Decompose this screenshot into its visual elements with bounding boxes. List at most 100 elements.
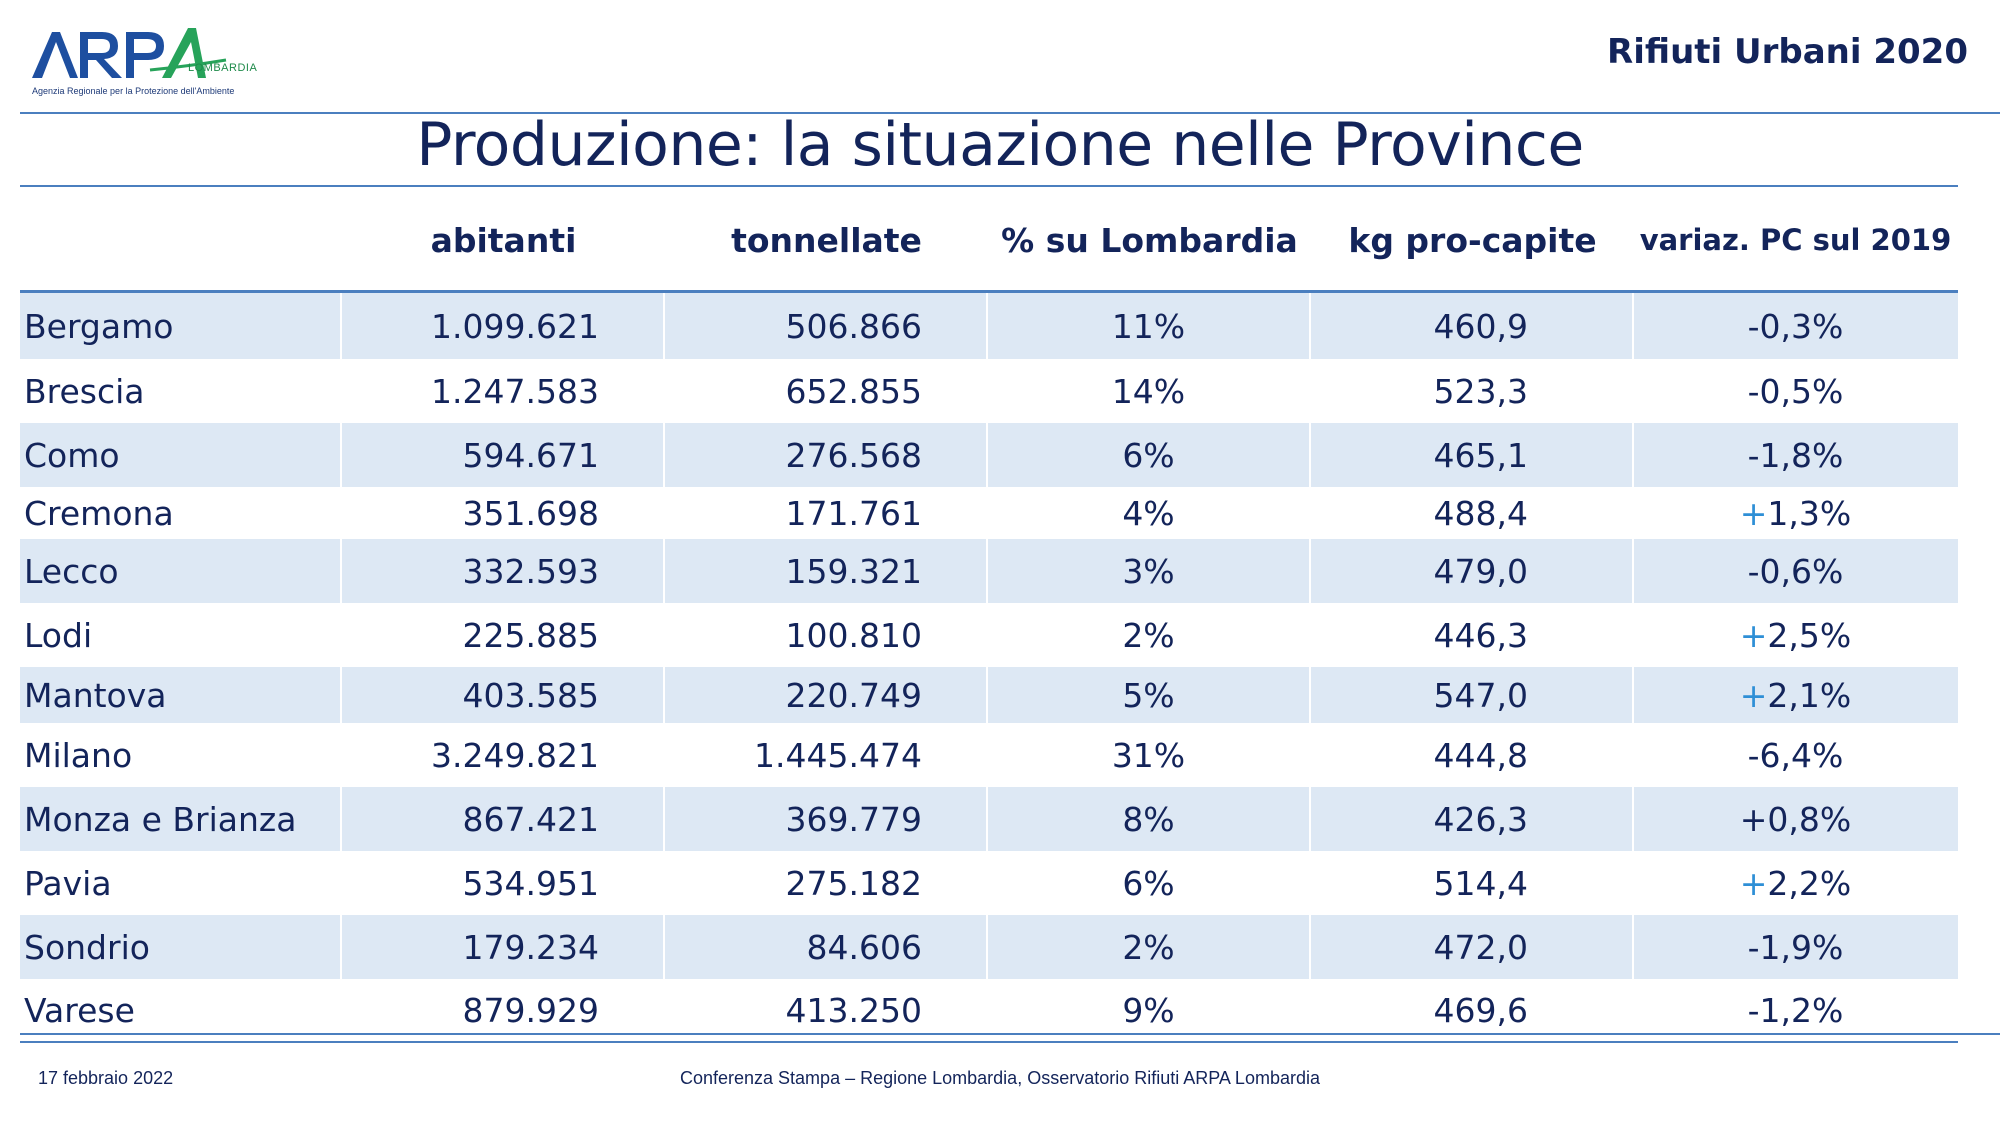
table-row: Varese 879.929 413.250 9% 469,6-1,2% [20, 979, 1958, 1041]
cell-tonnellate: 159.321 [665, 539, 988, 603]
cell-variazione: -0,6% [1634, 539, 1957, 603]
title-divider [20, 185, 1958, 187]
cell-kg-pro-capite: 547,0 [1311, 667, 1634, 723]
cell-abitanti: 867.421 [342, 787, 665, 851]
cell-percent: 2% [988, 915, 1311, 979]
page-title: Produzione: la situazione nelle Province [416, 110, 1584, 180]
cell-abitanti: 403.585 [342, 667, 665, 723]
cell-abitanti: 332.593 [342, 539, 665, 603]
cell-variazione: -6,4% [1634, 723, 1957, 787]
cell-percent: 11% [988, 293, 1311, 359]
cell-abitanti: 1.099.621 [342, 293, 665, 359]
cell-abitanti: 534.951 [342, 851, 665, 915]
cell-kg-pro-capite: 472,0 [1311, 915, 1634, 979]
cell-kg-pro-capite: 446,3 [1311, 603, 1634, 667]
cell-kg-pro-capite: 514,4 [1311, 851, 1634, 915]
table-body: Bergamo 1.099.621 506.866 11% 460,9-0,3% Bres… [20, 293, 1958, 1041]
cell-variazione: +2,1% [1634, 667, 1957, 723]
cell-tonnellate: 652.855 [665, 359, 988, 423]
arpa-logo: LOMBARDIA Agenzia Regionale per la Prote… [30, 26, 260, 100]
arpa-logo-mark [32, 28, 227, 78]
header-kg-pro-capite: kg pro-capite [1348, 220, 1597, 260]
variazione-sign: - [1747, 990, 1760, 1030]
variazione-sign: + [1739, 615, 1768, 655]
table-row: Sondrio 179.234 84.606 2% 472,0-1,9% [20, 915, 1958, 979]
header-tonnellate: tonnellate [731, 220, 922, 260]
cell-kg-pro-capite: 469,6 [1311, 979, 1634, 1041]
cell-province-name: Pavia [20, 851, 342, 915]
cell-province-name: Mantova [20, 667, 342, 723]
cell-variazione: +2,2% [1634, 851, 1957, 915]
cell-abitanti: 879.929 [342, 979, 665, 1041]
footer-date: 17 febbraio 2022 [38, 1068, 174, 1088]
variazione-value: 2,5% [1767, 615, 1852, 655]
cell-percent: 31% [988, 723, 1311, 787]
cell-tonnellate: 171.761 [665, 487, 988, 539]
table-row: Lodi 225.885 100.810 2% 446,3 +2,5% [20, 603, 1958, 667]
cell-kg-pro-capite: 488,4 [1311, 487, 1634, 539]
table-row: Pavia 534.951 275.182 6% 514,4 +2,2% [20, 851, 1958, 915]
cell-variazione: -1,9% [1634, 915, 1957, 979]
variazione-sign: - [1747, 306, 1760, 346]
table-row: Como 594.671 276.568 6% 465,1-1,8% [20, 423, 1958, 487]
variazione-sign: - [1747, 371, 1760, 411]
cell-percent: 14% [988, 359, 1311, 423]
cell-tonnellate: 220.749 [665, 667, 988, 723]
cell-percent: 3% [988, 539, 1311, 603]
province-table: abitanti tonnellate % su Lombardia kg pr… [20, 190, 1958, 1041]
variazione-sign: - [1747, 551, 1760, 591]
cell-province-name: Sondrio [20, 915, 342, 979]
table-row: Milano 3.249.821 1.445.474 31% 444,8-6,4% [20, 723, 1958, 787]
cell-variazione: +1,3% [1634, 487, 1957, 539]
variazione-value: 0,5% [1759, 371, 1844, 411]
cell-percent: 2% [988, 603, 1311, 667]
cell-province-name: Varese [20, 979, 342, 1041]
cell-tonnellate: 1.445.474 [665, 723, 988, 787]
cell-percent: 5% [988, 667, 1311, 723]
logo-tagline: Agenzia Regionale per la Protezione dell… [32, 86, 235, 96]
footer-conference: Conferenza Stampa – Regione Lombardia, O… [679, 1068, 1320, 1088]
cell-variazione: -1,8% [1634, 423, 1957, 487]
cell-percent: 9% [988, 979, 1311, 1041]
cell-abitanti: 594.671 [342, 423, 665, 487]
cell-province-name: Como [20, 423, 342, 487]
cell-tonnellate: 275.182 [665, 851, 988, 915]
header-abitanti: abitanti [430, 220, 577, 260]
cell-variazione: +2,5% [1634, 603, 1957, 667]
logo-region-text: LOMBARDIA [188, 62, 258, 74]
cell-percent: 6% [988, 423, 1311, 487]
table-row: Monza e Brianza 867.421 369.779 8% 426,3 +0,8… [20, 787, 1958, 851]
footer-divider-inner [20, 1041, 1958, 1043]
cell-province-name: Monza e Brianza [20, 787, 342, 851]
cell-abitanti: 1.247.583 [342, 359, 665, 423]
cell-abitanti: 179.234 [342, 915, 665, 979]
variazione-value: 0,8% [1767, 799, 1852, 839]
cell-tonnellate: 100.810 [665, 603, 988, 667]
variazione-value: 0,6% [1759, 551, 1844, 591]
cell-variazione: -0,5% [1634, 359, 1957, 423]
cell-abitanti: 225.885 [342, 603, 665, 667]
variazione-value: 2,1% [1767, 675, 1852, 715]
table-row: Cremona 351.698 171.761 4% 488,4 +1,3% [20, 487, 1958, 539]
variazione-value: 2,2% [1767, 863, 1852, 903]
cell-province-name: Lodi [20, 603, 342, 667]
variazione-value: 6,4% [1759, 735, 1844, 775]
cell-kg-pro-capite: 444,8 [1311, 723, 1634, 787]
variazione-sign: - [1747, 435, 1760, 475]
footer-divider-outer [20, 1033, 2000, 1035]
header-divider [20, 112, 2000, 114]
cell-province-name: Cremona [20, 487, 342, 539]
variazione-value: 0,3% [1759, 306, 1844, 346]
variazione-sign: + [1739, 799, 1768, 839]
variazione-sign: + [1739, 675, 1768, 715]
cell-percent: 4% [988, 487, 1311, 539]
cell-tonnellate: 84.606 [665, 915, 988, 979]
cell-kg-pro-capite: 460,9 [1311, 293, 1634, 359]
cell-tonnellate: 276.568 [665, 423, 988, 487]
cell-abitanti: 3.249.821 [342, 723, 665, 787]
variazione-value: 1,2% [1759, 990, 1844, 1030]
cell-abitanti: 351.698 [342, 487, 665, 539]
cell-kg-pro-capite: 426,3 [1311, 787, 1634, 851]
variazione-value: 1,9% [1759, 927, 1844, 967]
table-row: Mantova 403.585 220.749 5% 547,0 +2,1% [20, 667, 1958, 723]
